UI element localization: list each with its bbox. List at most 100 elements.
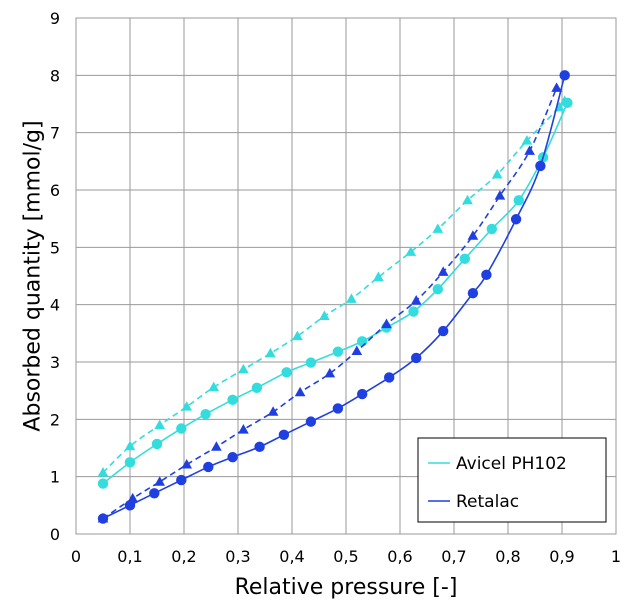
desorption-point-retalac <box>381 318 392 329</box>
desorption-point-avicel-ph102 <box>491 168 503 179</box>
adsorption-point-retalac <box>384 372 395 383</box>
adsorption-point-avicel-ph102 <box>281 367 292 378</box>
desorption-point-retalac <box>351 345 363 356</box>
desorption-point-avicel-ph102 <box>181 401 193 411</box>
adsorption-point-avicel-ph102 <box>432 283 443 295</box>
x-tick-label: 0,7 <box>441 547 466 566</box>
legend-label-retalac: Retalac <box>456 492 519 512</box>
adsorption-point-retalac <box>149 488 160 499</box>
y-tick-label: 7 <box>50 124 60 143</box>
x-tick-label: 0,9 <box>549 547 574 566</box>
adsorption-point-avicel-ph102 <box>486 223 497 235</box>
x-tick-label: 0,2 <box>171 547 196 566</box>
y-tick-label: 3 <box>50 353 60 372</box>
series-avicel-ph102 <box>97 95 573 489</box>
desorption-point-avicel-ph102 <box>124 440 136 451</box>
adsorption-point-avicel-ph102 <box>97 478 109 489</box>
desorption-point-retalac <box>267 406 279 416</box>
adsorption-point-avicel-ph102 <box>459 253 470 264</box>
adsorption-point-retalac <box>124 500 136 511</box>
adsorption-point-retalac <box>357 388 368 400</box>
y-axis-tick-labels: 0 1 2 3 4 5 6 7 8 9 <box>50 9 60 544</box>
desorption-point-retalac <box>238 424 249 434</box>
adsorption-point-avicel-ph102 <box>305 357 317 368</box>
desorption-point-avicel-ph102 <box>292 330 303 341</box>
adsorption-point-retalac <box>467 288 479 299</box>
adsorption-point-retalac <box>203 461 214 473</box>
adsorption-point-retalac <box>332 403 344 414</box>
y-tick-label: 6 <box>50 181 60 200</box>
y-tick-label: 5 <box>50 238 60 257</box>
legend-label-avicel: Avicel PH102 <box>456 454 567 474</box>
desorption-point-retalac <box>154 476 166 486</box>
adsorption-point-retalac <box>438 325 449 337</box>
x-tick-label: 0,5 <box>333 547 358 566</box>
x-tick-label: 0 <box>71 547 81 566</box>
desorption-point-avicel-ph102 <box>405 246 417 256</box>
desorption-point-avicel-ph102 <box>346 293 357 303</box>
adsorption-point-avicel-ph102 <box>562 97 573 109</box>
desorption-point-retalac <box>494 190 506 200</box>
adsorption-point-avicel-ph102 <box>227 394 238 406</box>
x-tick-label: 0,4 <box>279 547 304 566</box>
desorption-point-avicel-ph102 <box>373 271 384 282</box>
adsorption-point-avicel-ph102 <box>357 336 368 347</box>
x-tick-label: 1 <box>611 547 621 566</box>
adsorption-point-retalac <box>559 70 570 81</box>
desorption-point-avicel-ph102 <box>154 419 166 429</box>
adsorption-point-avicel-ph102 <box>124 457 136 468</box>
desorption-point-retalac <box>294 386 306 397</box>
desorption-point-retalac <box>211 441 222 451</box>
desorption-point-avicel-ph102 <box>238 363 249 374</box>
desorption-point-avicel-ph102 <box>319 310 330 321</box>
plot-area-frame <box>75 17 617 535</box>
adsorption-point-retalac <box>176 474 187 486</box>
x-axis-tick-labels: 0 0,1 0,2 0,3 0,4 0,5 0,6 0,7 0,8 0,9 1 <box>71 547 621 566</box>
desorption-point-retalac <box>127 492 139 503</box>
desorption-point-retalac <box>181 459 193 469</box>
x-tick-label: 0,6 <box>387 547 412 566</box>
series-layer <box>97 70 573 524</box>
desorption-point-retalac <box>551 82 562 92</box>
y-tick-label: 2 <box>50 410 60 429</box>
desorption-point-avicel-ph102 <box>97 467 109 477</box>
adsorption-point-retalac <box>97 513 109 524</box>
adsorption-point-retalac <box>227 451 238 463</box>
legend-box <box>417 437 607 523</box>
desorption-point-avicel-ph102 <box>521 135 533 145</box>
y-tick-label: 0 <box>50 525 60 544</box>
x-axis-title: Relative pressure [-] <box>235 575 458 600</box>
adsorption-point-avicel-ph102 <box>200 408 211 420</box>
desorption-point-avicel-ph102 <box>432 223 444 233</box>
desorption-point-avicel-ph102 <box>462 194 473 205</box>
adsorption-point-avicel-ph102 <box>176 423 187 434</box>
adsorption-point-retalac <box>411 352 422 364</box>
desorption-point-retalac <box>410 295 422 305</box>
y-tick-label: 4 <box>50 296 60 315</box>
desorption-point-avicel-ph102 <box>265 347 276 358</box>
adsorption-point-retalac <box>510 214 522 225</box>
series-retalac <box>97 70 570 524</box>
legend: Avicel PH102 Retalac <box>417 437 607 523</box>
adsorption-point-retalac <box>535 160 546 172</box>
y-tick-label: 1 <box>50 468 60 487</box>
adsorption-point-retalac <box>254 441 265 453</box>
x-tick-label: 0,3 <box>225 547 250 566</box>
x-tick-label: 0,8 <box>495 547 520 566</box>
adsorption-point-retalac <box>278 429 290 441</box>
desorption-point-avicel-ph102 <box>208 381 220 392</box>
y-tick-label: 8 <box>50 66 60 85</box>
desorption-point-retalac <box>524 145 535 155</box>
x-tick-label: 0,1 <box>117 547 142 566</box>
adsorption-point-avicel-ph102 <box>513 195 524 206</box>
adsorption-point-avicel-ph102 <box>151 438 163 450</box>
desorption-curve-retalac <box>102 87 558 520</box>
adsorption-point-avicel-ph102 <box>332 346 344 357</box>
desorption-point-retalac <box>467 230 479 240</box>
adsorption-point-retalac <box>305 416 317 427</box>
desorption-point-retalac <box>437 266 449 276</box>
y-axis-title: Absorbed quantity [mmol/g] <box>21 120 46 431</box>
adsorption-point-avicel-ph102 <box>251 382 263 393</box>
adsorption-point-avicel-ph102 <box>408 306 419 317</box>
